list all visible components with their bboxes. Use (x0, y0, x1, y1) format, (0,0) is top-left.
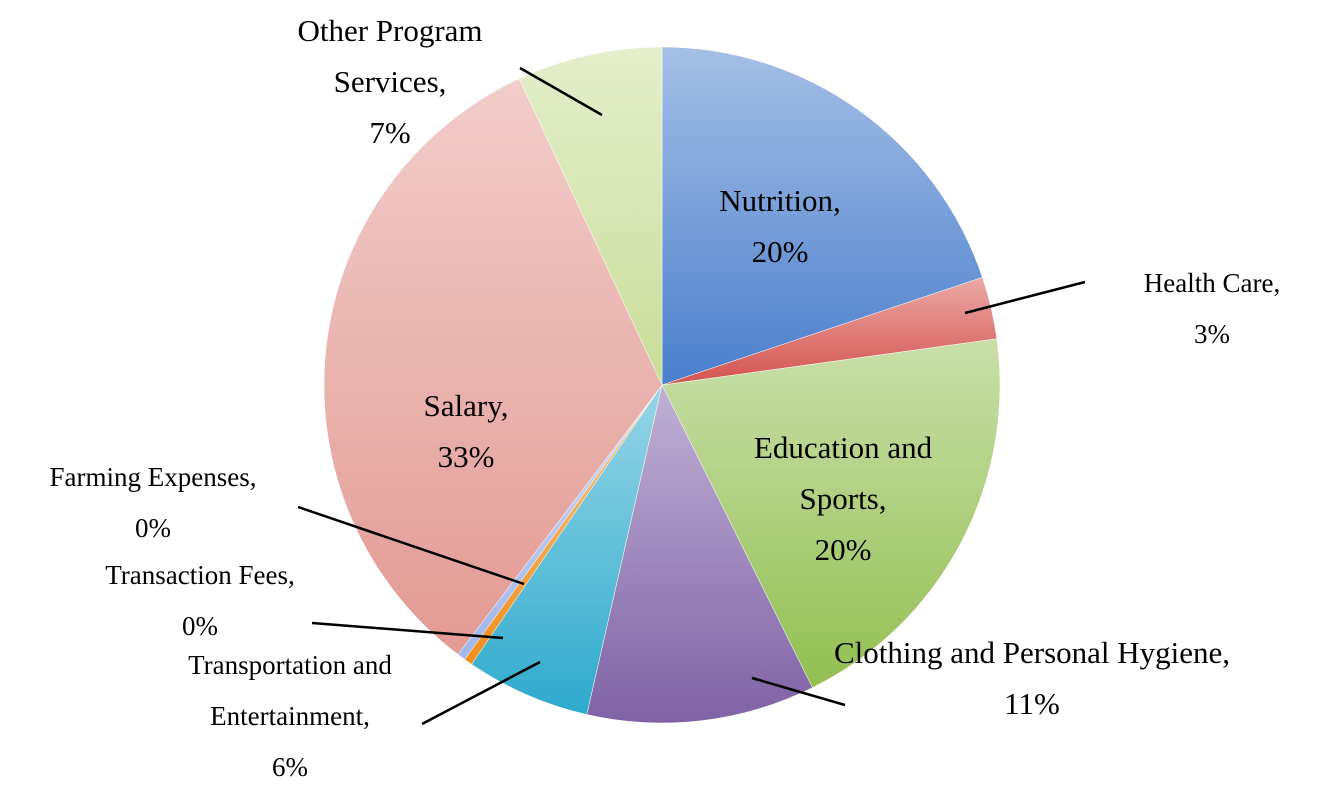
value-label: 0% (135, 513, 171, 543)
leader-line (751, 676, 846, 707)
value-label: 20% (814, 532, 872, 567)
slice-label: Other Program Services, 7% (250, 5, 530, 158)
slice-label: Transaction Fees, 0% (50, 550, 350, 652)
slice-label: Education and Sports, 20% (708, 422, 978, 575)
category-label: Farming Expenses, (49, 462, 257, 492)
slice-label: Health Care, 3% (1097, 258, 1318, 360)
category-label: Salary, (423, 388, 509, 423)
pie-slice (661, 338, 1001, 689)
pie-slice (518, 46, 663, 386)
pie-slice (586, 384, 813, 724)
leader-line (964, 280, 1086, 315)
value-label: 0% (182, 611, 218, 641)
leader-line (297, 505, 525, 586)
leader-line (311, 621, 504, 640)
slice-label: Salary, 33% (386, 380, 546, 482)
category-label: Health Care, (1143, 268, 1281, 298)
category-label: Transaction Fees, (105, 560, 295, 590)
pie-slice (471, 384, 663, 715)
leader-line (421, 660, 541, 726)
slice-label: Farming Expenses, 0% (0, 452, 308, 554)
slice-label: Clothing and Personal Hygiene, 11% (832, 627, 1232, 729)
value-label: 33% (437, 439, 495, 474)
category-label: Other Program Services, (297, 13, 483, 99)
leader-line (519, 66, 603, 117)
slice-label: Nutrition, 20% (680, 175, 880, 277)
pie-slice (323, 78, 663, 655)
category-label: Clothing and Personal Hygiene, (833, 635, 1231, 670)
value-label: 11% (1004, 686, 1060, 721)
category-label: Nutrition, (719, 183, 841, 218)
value-label: 20% (751, 234, 809, 269)
value-label: 7% (369, 115, 411, 150)
slice-label: Transportation and Entertainment, 6% (135, 640, 445, 793)
pie-slice (661, 46, 983, 386)
category-label: Transportation and Entertainment, (188, 650, 392, 731)
value-label: 6% (272, 752, 308, 782)
value-label: 3% (1194, 319, 1230, 349)
category-label: Education and Sports, (753, 430, 933, 516)
